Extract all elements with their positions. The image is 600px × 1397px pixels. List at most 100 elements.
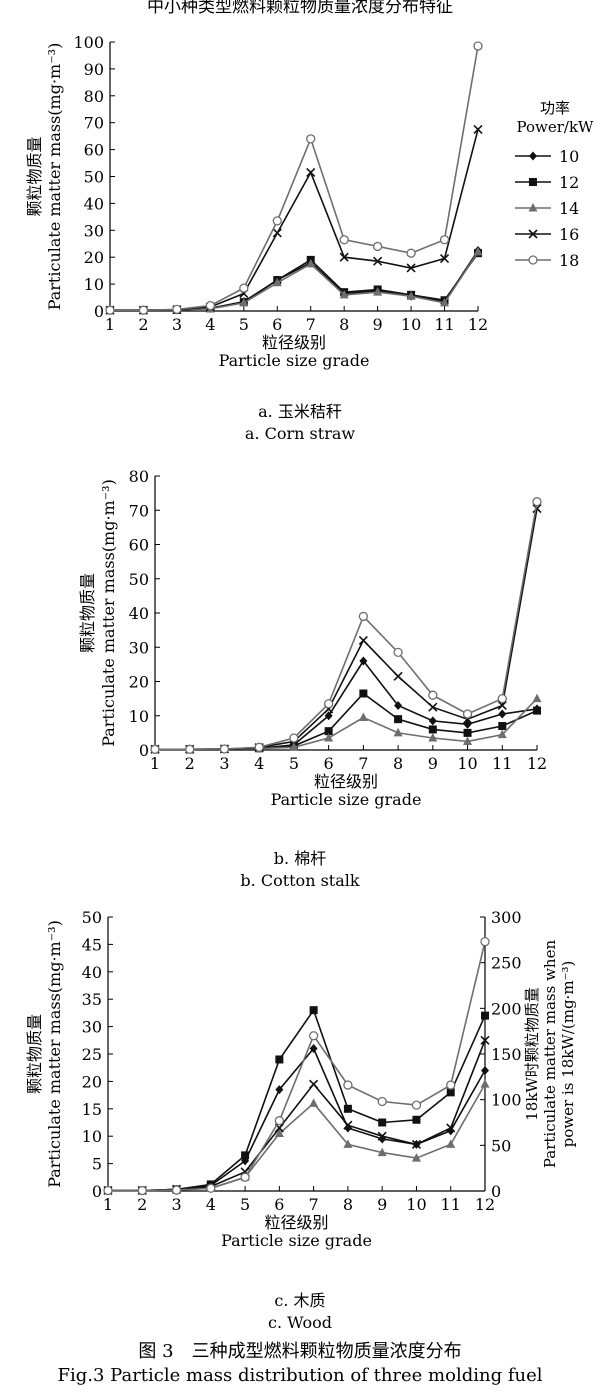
charta-xlabel-cn: 粒径级别 bbox=[262, 333, 326, 352]
chartb-point-18 bbox=[393, 647, 403, 658]
chartb-point-18 bbox=[532, 497, 542, 507]
charta-legend-label: 14 bbox=[559, 199, 579, 218]
charta-point-18 bbox=[406, 248, 416, 258]
charta-series-10 bbox=[106, 245, 482, 315]
chartb-point-18 bbox=[254, 742, 264, 752]
chartc-y2label-2: power is 18kW/(mg·m⁻³) bbox=[559, 961, 577, 1148]
charta-point-14 bbox=[473, 246, 483, 256]
chartc-point-10 bbox=[343, 1123, 352, 1133]
chartc-point-14 bbox=[411, 1153, 421, 1162]
chartb-point-14 bbox=[324, 733, 334, 742]
charta-point-18 bbox=[339, 235, 349, 245]
chartc-point-14 bbox=[274, 1128, 284, 1137]
chartc-xtick-label: 2 bbox=[137, 1195, 147, 1214]
chartb-xtick-label: 1 bbox=[150, 754, 160, 773]
chartc-xtick-label: 12 bbox=[475, 1195, 495, 1214]
chartc-y2tick-label: 200 bbox=[491, 999, 522, 1018]
chartc-xtick-label: 8 bbox=[343, 1195, 353, 1214]
charta-series-line-14 bbox=[110, 251, 479, 312]
chartc-point-18 bbox=[446, 1080, 456, 1090]
chartc-point-10 bbox=[481, 1065, 489, 1075]
chartb-xlabel-cn: 粒径级别 bbox=[314, 772, 378, 791]
charta-point-18 bbox=[372, 241, 383, 252]
figure-title-en: Fig.3 Particle mass distribution of thre… bbox=[57, 1365, 543, 1386]
chartc-ytick-label: 10 bbox=[82, 1127, 102, 1146]
chartc-xlabel-en: Particle size grade bbox=[221, 1231, 372, 1250]
chartb-ytick-label: 70 bbox=[129, 501, 149, 520]
caption-cn-b: b. 棉杆 bbox=[273, 849, 327, 868]
chartc-point-14 bbox=[309, 1098, 319, 1107]
chartc-series-line-18 bbox=[108, 941, 486, 1192]
charta-xtick-label: 12 bbox=[468, 315, 488, 334]
chartc-ytick-label: 25 bbox=[82, 1045, 102, 1064]
chartb-point-14 bbox=[393, 727, 403, 737]
charta-ytick-label: 90 bbox=[84, 60, 104, 79]
charta-ytick-label: 20 bbox=[84, 248, 104, 267]
charta-point-14 bbox=[406, 291, 416, 300]
chartb-point-18 bbox=[219, 744, 230, 754]
chartc-y2tick-label: 100 bbox=[491, 1091, 522, 1110]
chartb-point-16 bbox=[428, 702, 438, 712]
chartb-point-16 bbox=[497, 700, 507, 711]
chartb-ytick-label: 40 bbox=[129, 604, 149, 623]
chartb-point-14 bbox=[289, 742, 299, 751]
chartb-xtick-label: 12 bbox=[527, 754, 547, 773]
charta-point-18 bbox=[439, 235, 450, 245]
charta-series-line-12 bbox=[110, 252, 479, 312]
charta-ytick-label: 60 bbox=[84, 141, 104, 160]
chartc-point-18 bbox=[343, 1080, 353, 1090]
chartb-point-14 bbox=[532, 693, 542, 703]
chartc-ylabel-cn: 颗粒物质量 bbox=[25, 1014, 44, 1094]
chartc-point-18 bbox=[206, 1183, 216, 1193]
charta-legend-marker bbox=[528, 203, 538, 212]
charta-legend-label: 16 bbox=[559, 225, 579, 244]
chartb-ytick-label: 30 bbox=[129, 638, 149, 657]
chartb-ylabel-en: Particulate matter mass(mg·m⁻³) bbox=[99, 479, 118, 747]
charta-point-16 bbox=[439, 253, 450, 264]
charta-point-14 bbox=[272, 277, 282, 287]
chartc-ytick-label: 35 bbox=[82, 990, 102, 1009]
chartb-point-16 bbox=[393, 671, 403, 681]
chartc-point-18 bbox=[480, 937, 490, 947]
charta-legend-title-en: Power/kW bbox=[517, 118, 595, 136]
chartc-point-12 bbox=[343, 1104, 352, 1113]
chartc-series-line-16 bbox=[108, 1040, 486, 1192]
charta-xtick-label: 4 bbox=[205, 315, 215, 334]
charta-point-14 bbox=[339, 289, 349, 299]
charta-point-16 bbox=[373, 256, 383, 266]
chartc-point-16 bbox=[309, 1079, 319, 1089]
chartc-point-12 bbox=[412, 1115, 421, 1124]
chartb-point-10 bbox=[324, 711, 333, 721]
chartc-point-18 bbox=[137, 1185, 147, 1196]
charta-ylabel-en: Particulate matter mass(mg·m⁻³) bbox=[45, 43, 64, 311]
chartc-xtick-label: 10 bbox=[406, 1195, 426, 1214]
chartb-series-14 bbox=[150, 693, 542, 753]
chartb-xtick-label: 4 bbox=[254, 754, 264, 773]
chartc-y2tick-label: 50 bbox=[491, 1136, 511, 1155]
chartc-y2label-1: Particulate matter mass when bbox=[541, 940, 559, 1169]
chartb-point-10 bbox=[359, 656, 368, 666]
chartb-series-line-18 bbox=[155, 501, 538, 751]
chartc-y2tick-label: 250 bbox=[491, 954, 522, 973]
charta-ytick-label: 30 bbox=[84, 221, 104, 240]
caption-en-c: c. Wood bbox=[268, 1313, 332, 1332]
chartc-point-12 bbox=[241, 1151, 250, 1160]
chartc-xtick-label: 1 bbox=[103, 1195, 113, 1214]
chartc-y2tick-label: 0 bbox=[491, 1182, 501, 1201]
chartc-ytick-label: 30 bbox=[82, 1018, 102, 1037]
charta-xtick-label: 8 bbox=[339, 315, 349, 334]
charta-legend-item-14: 14 bbox=[515, 199, 579, 218]
chartb-xtick-label: 11 bbox=[492, 754, 512, 773]
chartc-xtick-label: 5 bbox=[240, 1195, 250, 1214]
chartb-point-18 bbox=[497, 693, 507, 704]
chartc-point-10 bbox=[241, 1156, 250, 1166]
chartb-ytick-label: 50 bbox=[129, 570, 149, 589]
charta-series-line-10 bbox=[110, 250, 479, 312]
figure-title-cn: 图 3 三种成型燃料颗粒物质量浓度分布 bbox=[138, 1341, 462, 1362]
charta-ytick-label: 0 bbox=[94, 302, 104, 321]
chartb-point-16 bbox=[358, 635, 368, 645]
chartc-xtick-label: 9 bbox=[377, 1195, 387, 1214]
chartc-y2label-0: 18kW时颗粒物质量 bbox=[523, 987, 541, 1121]
chartc-series-18 bbox=[103, 937, 490, 1196]
